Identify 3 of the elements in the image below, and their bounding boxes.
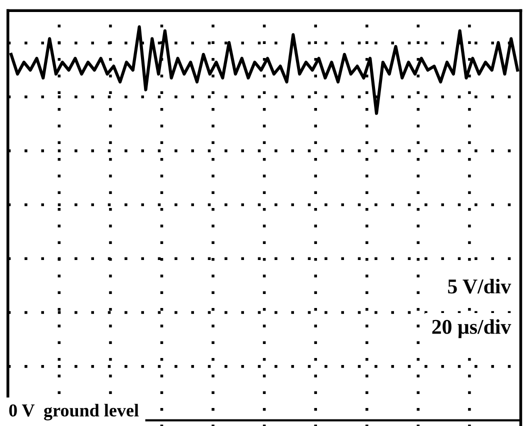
- ref-line-label: 0 V ground level: [9, 404, 139, 420]
- annotation: 5 V/div: [448, 278, 512, 294]
- annotation: 20 µs/div: [432, 319, 512, 338]
